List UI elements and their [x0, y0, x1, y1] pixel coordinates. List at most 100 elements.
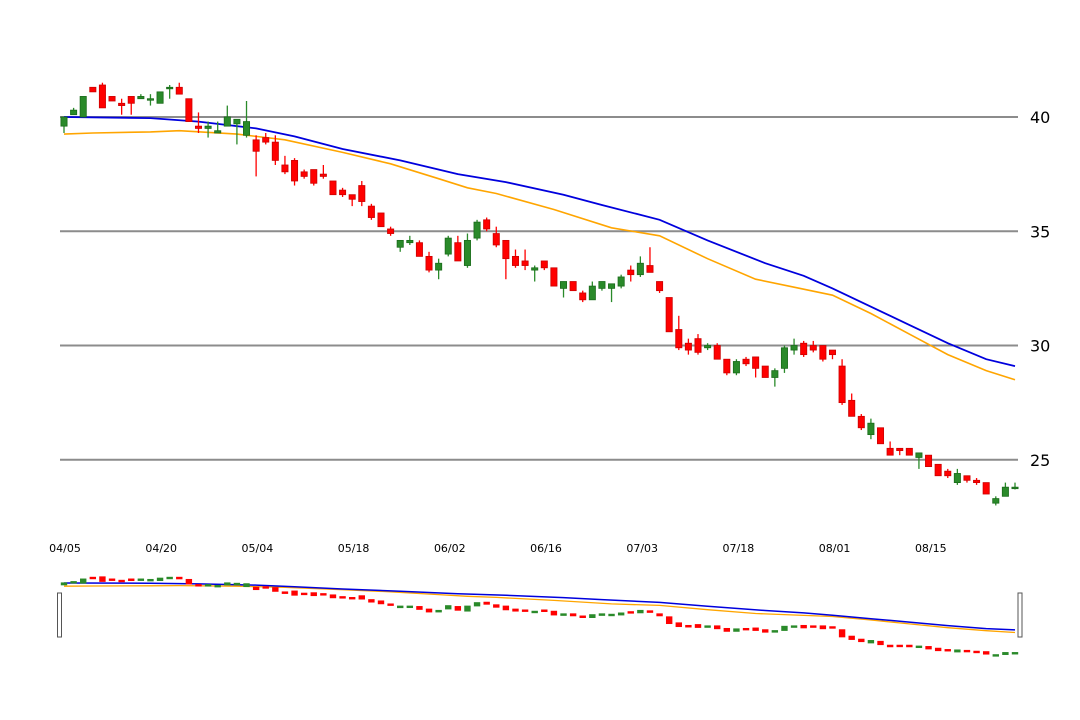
candle — [348, 194, 356, 207]
candle-body — [713, 345, 721, 360]
candle-body — [204, 125, 212, 129]
navigator-candle — [512, 608, 519, 612]
candle-body — [473, 221, 481, 239]
candle-body — [89, 86, 97, 93]
candle-body — [704, 345, 712, 349]
candle — [646, 247, 654, 273]
candle — [70, 107, 78, 116]
candle — [973, 478, 981, 485]
candle — [146, 94, 154, 106]
navigator-handle-right[interactable] — [1017, 592, 1023, 638]
navigator-candle — [70, 581, 77, 584]
candle — [963, 475, 971, 483]
candle — [1011, 482, 1019, 490]
navigator-candle — [80, 578, 87, 584]
navigator-candle — [608, 613, 615, 617]
candle-body — [377, 212, 385, 228]
navigator-candle — [954, 649, 961, 653]
candle-body — [166, 86, 174, 90]
candle-body — [675, 329, 683, 349]
candle-body — [194, 125, 202, 129]
navigator-sma-blue — [63, 582, 1016, 631]
x-tick-label: 08/01 — [819, 542, 851, 555]
navigator-candle — [416, 606, 423, 610]
navigator-candle — [848, 635, 855, 640]
candle-body — [800, 342, 808, 356]
candles-layer — [60, 82, 1019, 506]
candle-body — [665, 297, 673, 333]
candle — [809, 340, 817, 353]
candle-body — [915, 452, 923, 458]
candle-body — [262, 137, 270, 143]
x-tick-label: 05/04 — [242, 542, 274, 555]
navigator-candle — [243, 583, 250, 588]
candle — [867, 418, 875, 440]
navigator-candle — [329, 594, 337, 599]
navigator-candle — [790, 625, 798, 628]
navigator-candle — [377, 600, 385, 605]
candle-body — [684, 342, 692, 351]
candle — [339, 187, 347, 197]
navigator-candle — [675, 622, 682, 628]
x-tick-label: 07/18 — [723, 542, 755, 555]
candle-body — [877, 427, 885, 445]
navigator-candle — [906, 644, 913, 648]
candle-body — [723, 358, 731, 374]
candle-body — [387, 228, 395, 234]
y-tick-label: 35 — [1030, 222, 1050, 241]
navigator-candle — [819, 625, 827, 630]
candle-body — [752, 356, 760, 369]
candle — [214, 121, 222, 134]
x-tick-label: 06/16 — [530, 542, 562, 555]
candle-body — [848, 399, 856, 417]
candle-body — [492, 233, 500, 246]
candle-body — [1001, 486, 1009, 497]
candle-body — [233, 118, 241, 125]
candle — [694, 334, 702, 355]
candle-body — [925, 454, 933, 468]
candle-body — [435, 262, 443, 271]
navigator-candle — [310, 592, 317, 597]
candle-body — [838, 365, 846, 404]
navigator-candle — [665, 616, 673, 625]
candle — [319, 164, 327, 179]
navigator-candle — [128, 578, 135, 582]
candle-body — [886, 447, 894, 456]
navigator-candle — [454, 606, 462, 611]
navigator-candle — [473, 602, 481, 607]
candle — [982, 482, 990, 495]
navigator-candle — [829, 626, 836, 629]
candle — [780, 345, 788, 373]
navigator-candle — [387, 603, 394, 606]
candle — [511, 249, 519, 268]
navigator-handle-left[interactable] — [57, 592, 62, 638]
navigator-candle — [339, 596, 346, 599]
candle-body — [780, 347, 788, 369]
navigator-candle — [627, 611, 634, 614]
candle-body — [300, 171, 308, 177]
navigator-candle — [176, 576, 183, 580]
candle-body — [588, 285, 596, 301]
candle — [492, 226, 500, 248]
candle-body — [415, 242, 423, 257]
candle-body — [463, 239, 471, 266]
navigator-candle — [982, 651, 990, 655]
x-tick-label: 04/05 — [49, 542, 81, 555]
candle — [790, 338, 798, 355]
navigator-candle — [99, 576, 106, 582]
candle-body — [281, 164, 289, 173]
navigator-candle — [877, 640, 884, 646]
navigator-candle — [214, 584, 221, 588]
range-navigator[interactable] — [57, 576, 1023, 657]
candle-body — [905, 447, 913, 456]
candle-body — [944, 470, 952, 477]
candle-body — [118, 102, 126, 106]
candle-body — [425, 255, 433, 271]
candle-body — [396, 239, 404, 248]
candle-body — [511, 255, 519, 266]
candle-body — [579, 292, 587, 301]
candle — [636, 256, 644, 277]
candle — [656, 281, 664, 293]
navigator-candle — [156, 577, 164, 582]
candle-body — [291, 160, 299, 182]
